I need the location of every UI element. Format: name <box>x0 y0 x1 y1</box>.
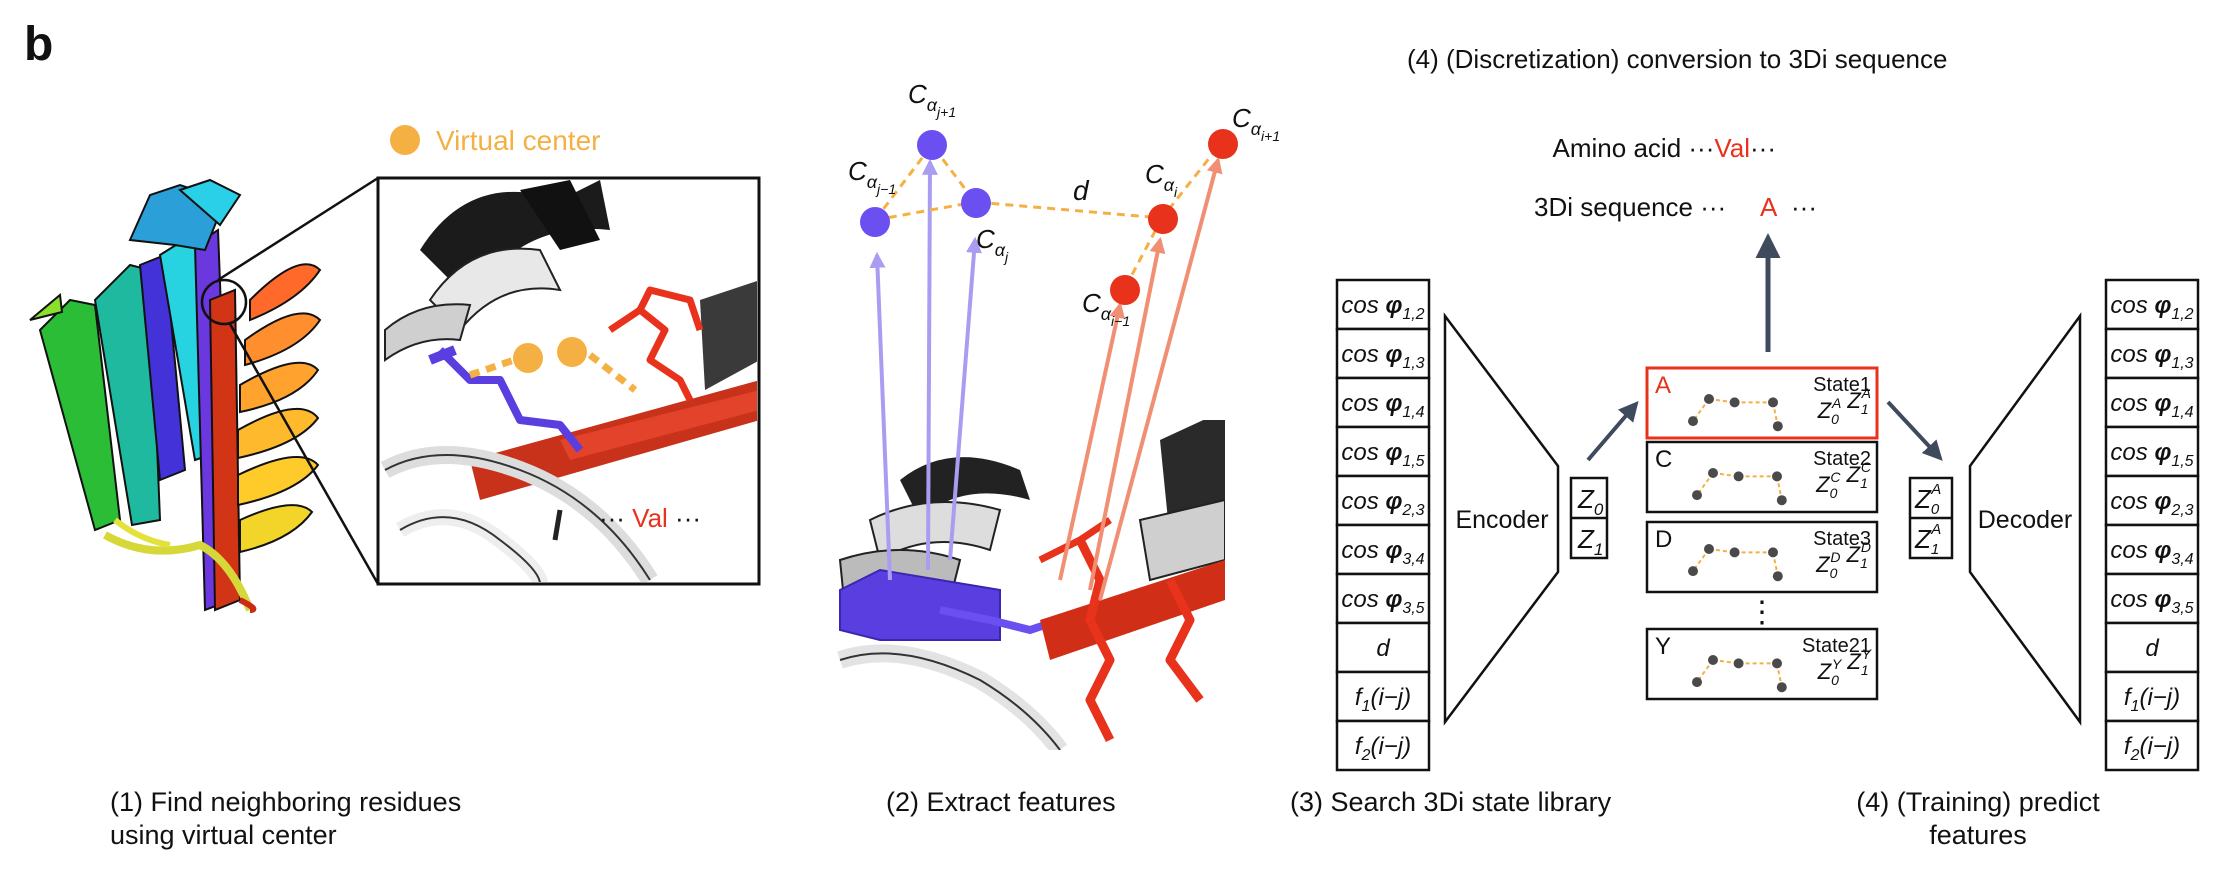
svg-text:Cαj−1: Cαj−1 <box>848 156 896 197</box>
caption-step4-line2: features <box>1929 820 2027 850</box>
feature-out-2: cos φ1,4 <box>2110 390 2193 421</box>
feature-cell-out-9 <box>2104 719 2200 772</box>
encoder-to-state-arrow <box>1586 400 1639 462</box>
state-ellipsis: ⋮ <box>1747 596 1777 629</box>
3di-seq-value: A <box>1760 192 1778 222</box>
feature-cell-out-0 <box>2104 278 2200 331</box>
state-latent: Z0Y Z1Y <box>1817 646 1873 688</box>
encoder-label: Encoder <box>1455 506 1548 534</box>
caption-step1: (1) Find neighboring residues using virt… <box>110 786 461 852</box>
decoder-shape <box>1968 312 2082 726</box>
amino-value: Val <box>1714 133 1750 163</box>
feature-cell-in-6 <box>1335 572 1431 625</box>
encoder-shape <box>1443 312 1560 726</box>
feature-out-8: f1(i−j) <box>2124 684 2180 715</box>
input-feature-column: cos φ1,2 cos φ1,3 cos φ1,4 cos φ1,5 cos φ2,3… <box>1335 278 1431 772</box>
feature-out-1: cos φ1,3 <box>2110 341 2193 372</box>
feature-cell-out-7 <box>2104 621 2200 674</box>
feature-in-0: cos φ1,2 <box>1341 292 1424 323</box>
feature-cell-out-3 <box>2104 425 2200 478</box>
feature-cell-in-9 <box>1335 719 1431 772</box>
caption-step4: (4) (Training) predict features <box>1828 786 2128 852</box>
feature-out-6: cos φ3,5 <box>2110 586 2193 617</box>
svg-text:Cαj: Cαj <box>976 224 1009 265</box>
state-letter: D <box>1655 526 1672 553</box>
svg-text:Cαi+1: Cαi+1 <box>1232 103 1280 144</box>
latent-box-out: Z0A Z1A <box>1908 476 1954 560</box>
state-latent: Z0D Z1D <box>1815 539 1871 581</box>
state-to-decoder-arrow <box>1886 400 1943 461</box>
state-letter: A <box>1655 372 1671 399</box>
svg-text:Cαi: Cαi <box>1145 159 1178 200</box>
caption-step2: (2) Extract features <box>886 787 1116 817</box>
feature-out-9: f2(i−j) <box>2124 733 2180 764</box>
state-latent: Z0C Z1C <box>1815 459 1872 501</box>
feature-cell-out-5 <box>2104 523 2200 576</box>
caption-step1-line1: (1) Find neighboring residues <box>110 787 462 817</box>
3di-seq-suffix: ··· <box>1791 192 1817 222</box>
feature-cell-in-5 <box>1335 523 1431 576</box>
feature-cell-in-3 <box>1335 425 1431 478</box>
feature-cell-out-4 <box>2104 474 2200 527</box>
feature-in-3: cos φ1,5 <box>1341 439 1424 470</box>
state-name: State3 <box>1813 528 1871 550</box>
feature-cell-in-2 <box>1335 376 1431 429</box>
feature-in-6: cos φ3,5 <box>1341 586 1424 617</box>
feature-out-0: cos φ1,2 <box>2110 292 2193 323</box>
feature-out-4: cos φ2,3 <box>2110 488 2193 519</box>
amino-suffix: ··· <box>1750 133 1776 163</box>
state-latent: Z0A Z1A <box>1817 385 1871 427</box>
panel-label: b <box>24 18 53 71</box>
amino-acid-row: Amino acid ···Val··· <box>1553 133 1776 163</box>
virtual-center-legend-label: Virtual center <box>436 125 600 156</box>
latent-box-in: Z0 Z1 <box>1569 476 1609 560</box>
amino-prefix: Amino acid ··· <box>1553 133 1715 163</box>
feature-cell-out-6 <box>2104 572 2200 625</box>
state-name: State1 <box>1813 374 1871 396</box>
feature-out-7: d <box>2145 635 2159 662</box>
step4-title: (4) (Discretization) conversion to 3Di s… <box>1407 44 1947 74</box>
feature-out-3: cos φ1,5 <box>2110 439 2193 470</box>
feature-in-4: cos φ2,3 <box>1341 488 1424 519</box>
state-letter: Y <box>1655 633 1671 660</box>
state-name: State21 <box>1802 635 1871 657</box>
zoom-inset: ··· Val ··· <box>376 176 761 586</box>
output-feature-column: cos φ1,2 cos φ1,3 cos φ1,4 cos φ1,5 cos φ2,3… <box>2104 278 2200 772</box>
feature-in-5: cos φ3,4 <box>1341 537 1424 568</box>
caption-step3: (3) Search 3Di state library <box>1290 787 1612 817</box>
feature-out-5: cos φ3,4 <box>2110 537 2193 568</box>
caption-step4-line1: (4) (Training) predict <box>1856 787 2100 817</box>
feature-in-7: d <box>1376 635 1390 662</box>
feature-extraction-illustration: Cαj−1 Cαj+1 Cαj Cαi Cαi−1 Cαi+1 <box>837 79 1280 750</box>
feature-in-1: cos φ1,3 <box>1341 341 1424 372</box>
3di-seq-prefix: 3Di sequence ··· <box>1534 192 1726 222</box>
state-name: State2 <box>1813 448 1871 470</box>
feature-in-9: f2(i−j) <box>1355 733 1411 764</box>
feature-cell-in-8 <box>1335 670 1431 723</box>
feature-in-2: cos φ1,4 <box>1341 390 1424 421</box>
virtual-center-legend-dot <box>390 125 420 155</box>
caption-step1-line2: using virtual center <box>110 820 337 850</box>
protein-ribbon-illustration <box>29 176 380 613</box>
distance-label: d <box>1073 175 1090 206</box>
svg-text:Cαj+1: Cαj+1 <box>908 79 956 120</box>
feature-in-8: f1(i−j) <box>1355 684 1411 715</box>
state-letter: C <box>1655 446 1672 473</box>
zoom-residue-label: ··· Val ··· <box>599 503 701 533</box>
decoder-label: Decoder <box>1978 506 2073 534</box>
